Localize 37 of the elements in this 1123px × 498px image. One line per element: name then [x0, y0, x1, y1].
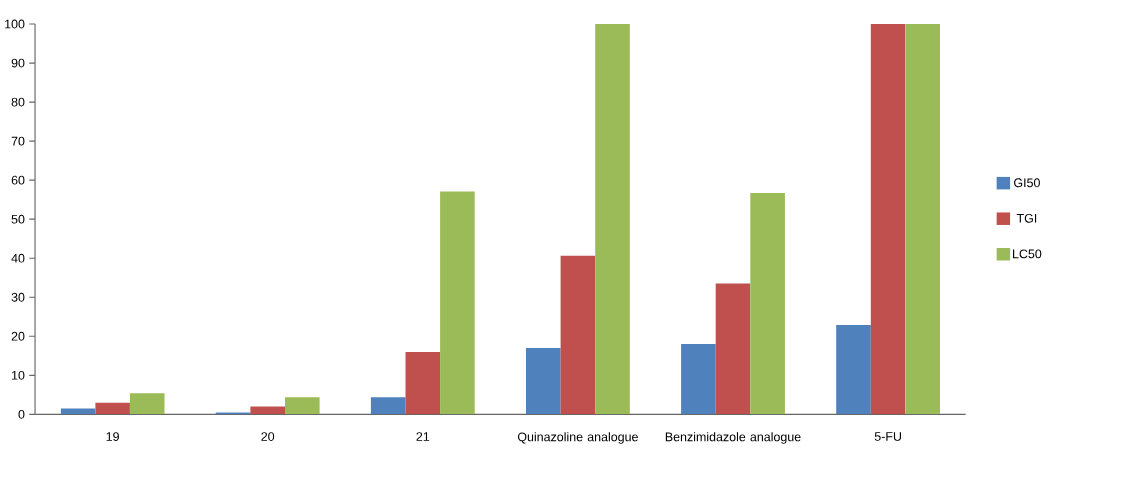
y-tick-label: 70 [11, 136, 25, 146]
bar [681, 344, 716, 415]
legend-label: TGI [1016, 213, 1037, 223]
y-tick-label: 50 [11, 214, 25, 224]
bar [715, 283, 751, 415]
bar [560, 255, 596, 415]
bar [405, 351, 441, 415]
x-tick-label: Quinazoline analogue [517, 432, 638, 444]
y-tick-label: 60 [11, 175, 25, 185]
bar [525, 347, 561, 415]
y-tick-label: 80 [11, 97, 25, 107]
y-tick-label: 90 [11, 58, 25, 68]
bar [440, 191, 475, 415]
legend-label: LC50 [1013, 249, 1042, 259]
y-tick-label: 40 [11, 253, 25, 263]
y-tick-label: 20 [11, 331, 25, 341]
x-tick-label: 19 [106, 432, 119, 441]
bar [285, 397, 320, 415]
y-tick-label: 30 [11, 292, 25, 302]
bar [750, 193, 785, 415]
bar [595, 24, 630, 415]
bar [370, 397, 406, 415]
x-tick-label: 20 [261, 432, 275, 441]
y-tick-label: 10 [12, 370, 25, 380]
x-tick-label: 5-FU [874, 432, 901, 441]
x-tick-label: Benzimidazole analogue [665, 432, 801, 444]
bar [836, 324, 871, 415]
x-tick-label: 21 [416, 432, 430, 441]
bar [95, 402, 130, 415]
bar [129, 393, 165, 415]
bar [870, 24, 906, 415]
bar [60, 408, 96, 415]
y-tick-label: 100 [5, 19, 25, 29]
y-tick-label: 0 [18, 409, 25, 419]
legend-label: GI50 [1014, 178, 1040, 188]
bar [250, 406, 285, 415]
bar [905, 24, 941, 415]
